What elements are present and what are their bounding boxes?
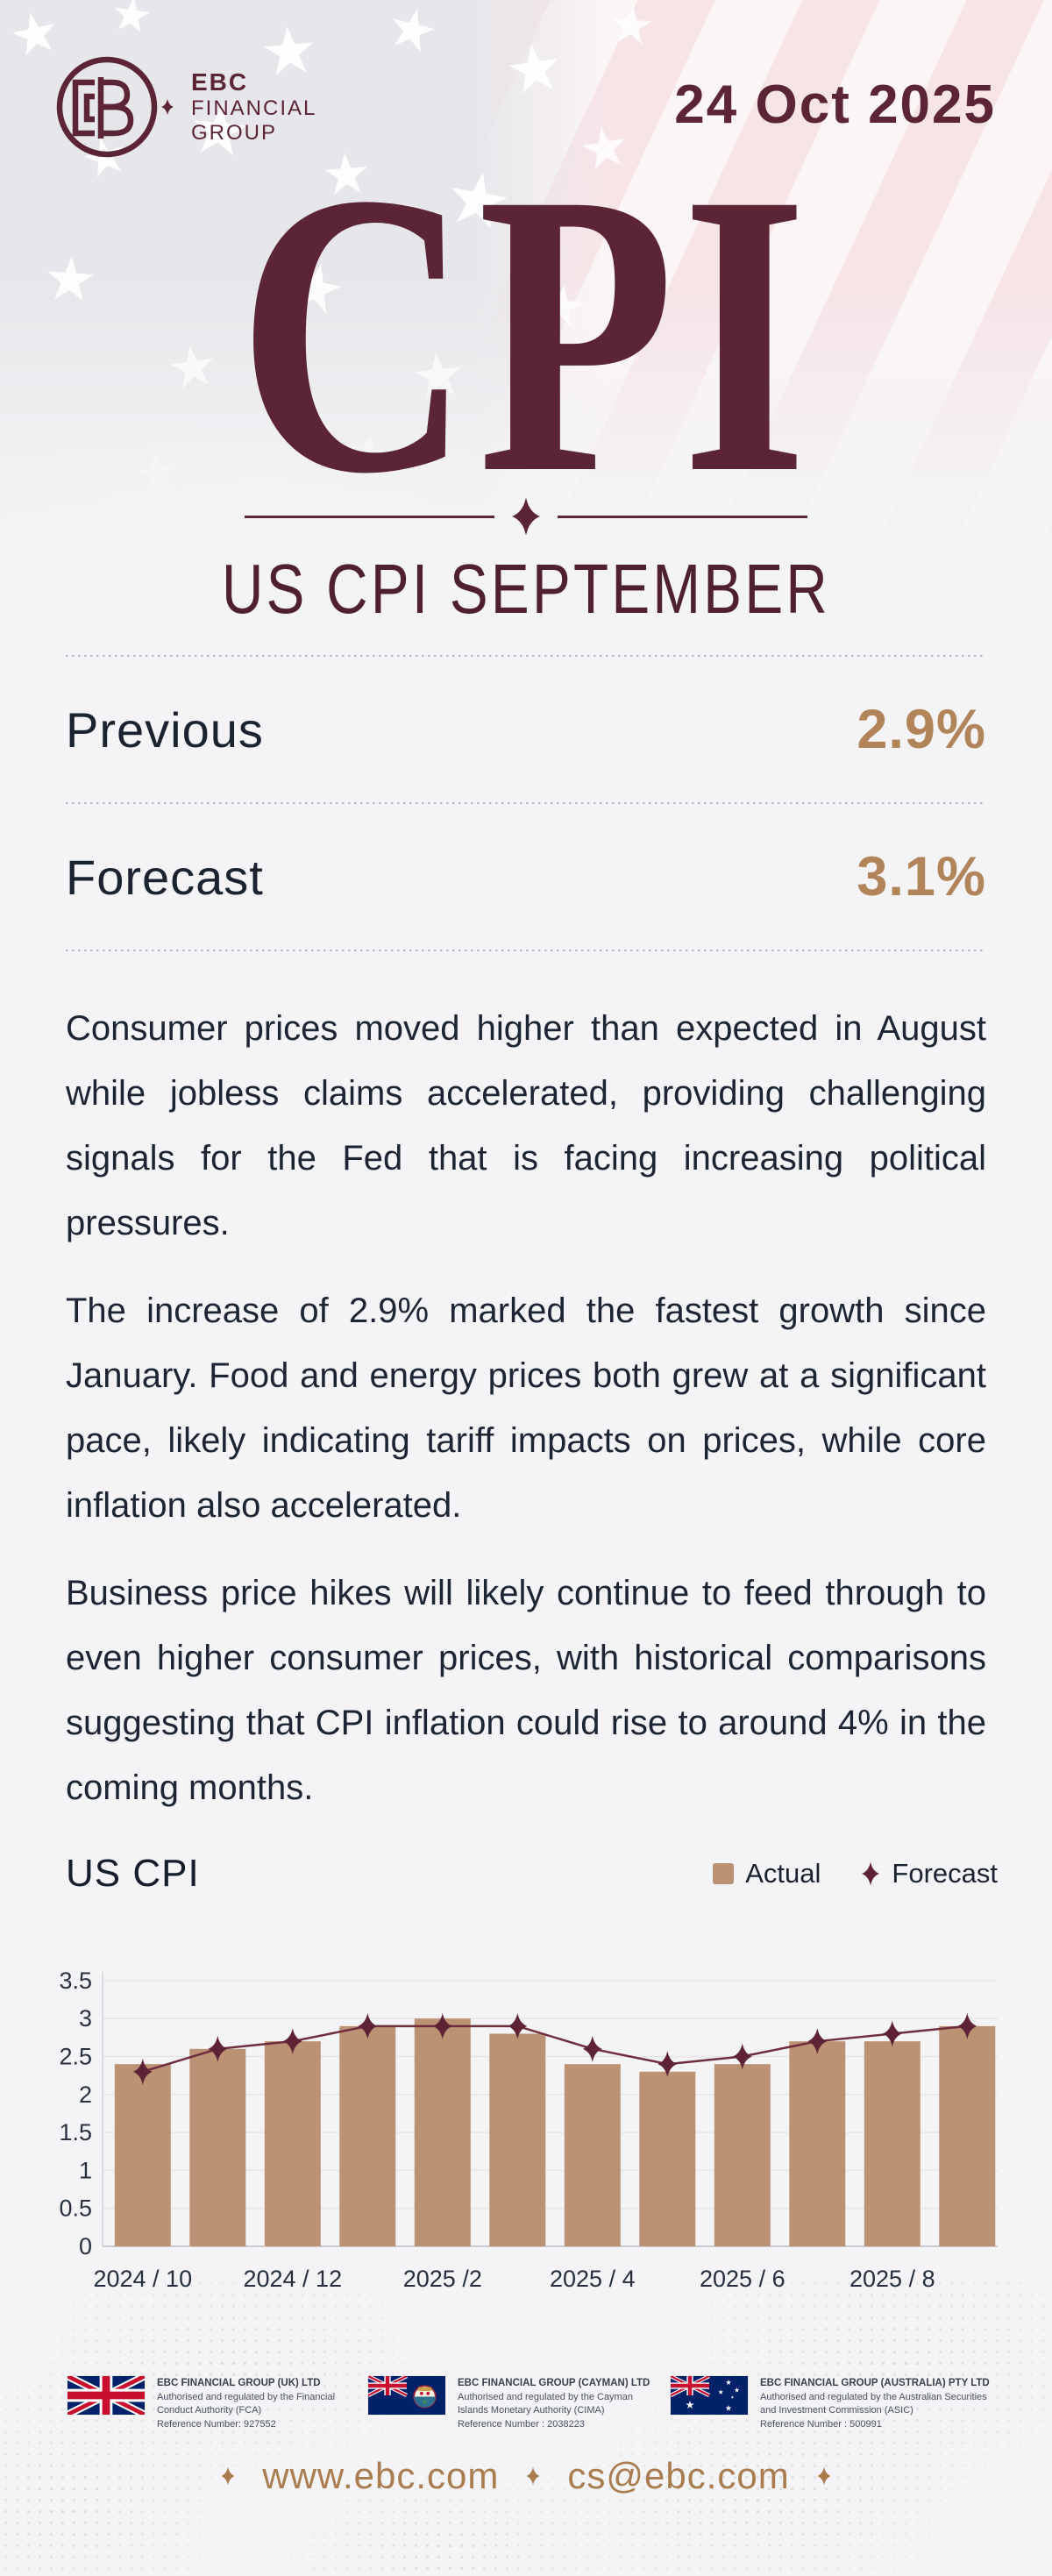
article-body: Consumer prices moved higher than expect… — [66, 996, 986, 1843]
entity-name: EBC FINANCIAL GROUP (UK) LTD — [157, 2378, 321, 2388]
stat-value: 3.1% — [857, 846, 986, 907]
legend-label-forecast: Forecast — [892, 1858, 998, 1889]
svg-text:3.5: 3.5 — [59, 1968, 92, 1994]
divider-line-right — [558, 515, 807, 518]
svg-text:0: 0 — [79, 2233, 92, 2259]
entity-line: Conduct Authority (FCA) — [157, 2405, 262, 2416]
stat-label: Forecast — [66, 849, 264, 905]
page-subtitle: US CPI SEPTEMBER — [221, 550, 831, 628]
chart-header: US CPI Actual Forecast — [66, 1852, 998, 1896]
entity-name: EBC FINANCIAL GROUP (CAYMAN) LTD — [458, 2378, 650, 2388]
ebc-logo: EBC FINANCIAL GROUP — [53, 51, 316, 163]
svg-text:2024 / 10: 2024 / 10 — [93, 2266, 192, 2292]
svg-text:3: 3 — [79, 2005, 92, 2032]
entity-line: Authorised and regulated by the Cayman — [458, 2391, 633, 2402]
uk-flag-icon — [68, 2376, 145, 2415]
svg-text:2025 / 6: 2025 / 6 — [700, 2266, 785, 2292]
diamond-icon — [817, 2466, 831, 2486]
stat-row-forecast: Forecast 3.1% — [66, 804, 986, 950]
stat-row-previous: Previous 2.9% — [66, 657, 986, 802]
entity-line: Authorised and regulated by the Financia… — [157, 2391, 336, 2402]
australia-flag-icon — [671, 2376, 748, 2415]
brand-abbr: EBC — [191, 68, 249, 96]
legend-label-actual: Actual — [745, 1858, 821, 1889]
forecast-star-icon — [862, 1861, 880, 1886]
svg-text:2024 / 12: 2024 / 12 — [243, 2266, 342, 2292]
entity-uk: EBC FINANCIAL GROUP (UK) LTD Authorised … — [68, 2376, 335, 2431]
entity-line: Reference Number : 2038223 — [458, 2418, 585, 2430]
svg-text:2.5: 2.5 — [59, 2044, 92, 2070]
header-fade — [0, 0, 1052, 666]
entity-name: EBC FINANCIAL GROUP (AUSTRALIA) PTY LTD — [760, 2378, 990, 2388]
entity-line: Islands Monetary Authority (CIMA) — [458, 2405, 605, 2416]
svg-text:2025 / 8: 2025 / 8 — [849, 2266, 935, 2292]
divider-star-icon — [512, 497, 540, 536]
world-map-dots — [0, 2278, 1052, 2576]
actual-swatch-icon — [713, 1863, 735, 1884]
website-link[interactable]: www.ebc.com — [262, 2455, 500, 2496]
svg-text:0.5: 0.5 — [59, 2195, 92, 2222]
legend-item-actual: Actual — [713, 1858, 821, 1889]
email-link[interactable]: cs@ebc.com — [567, 2455, 790, 2496]
chart-legend: Actual Forecast — [713, 1858, 998, 1889]
entity-line: and Investment Commission (ASIC) — [760, 2405, 913, 2416]
entity-line: Reference Number : 500991 — [760, 2418, 882, 2430]
page-title: CPI — [238, 110, 814, 557]
svg-text:1.5: 1.5 — [59, 2119, 92, 2145]
svg-text:1: 1 — [79, 2157, 92, 2183]
cayman-flag-icon — [368, 2376, 445, 2415]
entity-line: Reference Number: 927552 — [157, 2418, 276, 2430]
entity-cayman: EBC FINANCIAL GROUP (CAYMAN) LTD Authori… — [368, 2376, 650, 2431]
date-label: 24 Oct 2025 — [674, 75, 996, 135]
dotted-divider — [66, 950, 986, 951]
entity-australia: EBC FINANCIAL GROUP (AUSTRALIA) PTY LTD … — [671, 2376, 990, 2431]
dotted-divider — [66, 802, 986, 804]
brand-line-group: GROUP — [191, 121, 278, 145]
paragraph-3: Business price hikes will likely continu… — [66, 1574, 986, 1807]
chart-title: US CPI — [66, 1852, 200, 1895]
paragraph-1: Consumer prices moved higher than expect… — [66, 1009, 986, 1242]
ebc-logo-mark — [56, 56, 174, 158]
divider-line-left — [245, 515, 494, 518]
brand-line-financial: FINANCIAL — [191, 96, 317, 120]
svg-text:2: 2 — [79, 2081, 92, 2108]
dotted-divider — [66, 655, 986, 657]
entity-line: Authorised and regulated by the Australi… — [760, 2391, 987, 2402]
svg-text:2025 /2: 2025 /2 — [403, 2266, 482, 2292]
stat-value: 2.9% — [857, 699, 986, 760]
contact-links: www.ebc.com cs@ebc.com — [0, 2455, 1052, 2497]
diamond-icon — [221, 2466, 235, 2486]
svg-text:2025 / 4: 2025 / 4 — [550, 2266, 636, 2292]
cpi-chart-svg: 0 0.5 1 1.5 2 2.5 3 3.5 2024 / 10 2024 / 12 2025 /… — [59, 1968, 998, 2292]
diamond-icon — [526, 2466, 541, 2486]
legend-item-forecast: Forecast — [861, 1858, 998, 1889]
paragraph-2: The increase of 2.9% marked the fastest … — [66, 1292, 986, 1525]
hero-divider — [0, 496, 1052, 537]
stat-label: Previous — [66, 701, 264, 758]
stats-block: Previous 2.9% Forecast 3.1% — [66, 655, 986, 951]
